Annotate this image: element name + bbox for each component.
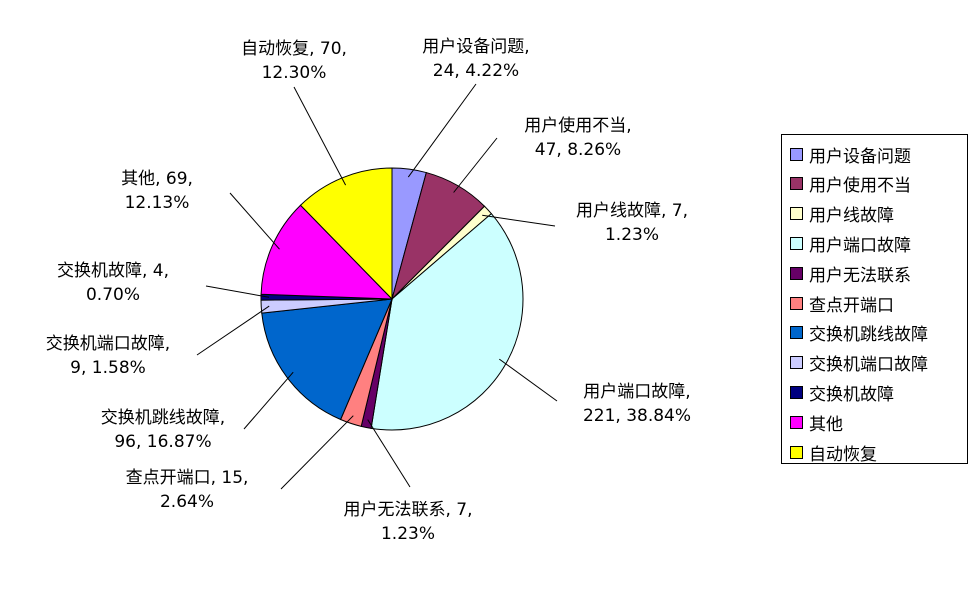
- slice-label-line1: 交换机跳线故障,: [101, 408, 225, 428]
- legend-label: 用户设备问题: [809, 146, 911, 167]
- legend-label: 交换机跳线故障: [809, 325, 928, 346]
- slice-label-line2: 24, 4.22%: [433, 61, 519, 81]
- pie-slices: [260, 167, 524, 431]
- slice-label-line2: 47, 8.26%: [535, 140, 621, 160]
- legend-item: 用户设备问题: [790, 139, 911, 169]
- slice-label-line2: 1.23%: [381, 524, 435, 544]
- slice-label-line2: 1.23%: [605, 225, 659, 245]
- pie-slice: [261, 298, 393, 421]
- leader-line: [205, 285, 270, 298]
- pie-slice: [370, 212, 524, 431]
- slice-label-line1: 用户无法联系, 7,: [343, 500, 472, 520]
- slice-label-line1: 用户端口故障,: [583, 382, 690, 402]
- slice-label-line1: 查点开端口, 15,: [126, 468, 249, 488]
- slice-label-line1: 用户设备问题,: [422, 37, 529, 57]
- legend-item: 用户使用不当: [790, 169, 911, 199]
- slice-labels: 用户设备问题, 24, 4.22% 用户使用不当, 47, 8.26% 用户线故障, 7…: [46, 37, 691, 544]
- slice-label-line1: 交换机故障, 4,: [57, 261, 169, 281]
- slice-label-line2: 96, 16.87%: [114, 432, 211, 452]
- legend-swatch: [790, 385, 803, 399]
- legend-swatch: [790, 266, 803, 280]
- legend-item: 交换机跳线故障: [790, 318, 928, 348]
- slice-label-line1: 交换机端口故障,: [46, 334, 170, 354]
- legend-swatch: [790, 177, 803, 191]
- legend-item: 其他: [790, 407, 843, 437]
- leader-line: [280, 415, 354, 490]
- leader-line: [407, 83, 477, 178]
- slice-label-line1: 用户线故障, 7,: [576, 201, 688, 221]
- legend-item: 用户端口故障: [790, 228, 911, 258]
- legend-item: 查点开端口: [790, 288, 894, 318]
- legend-swatch: [790, 356, 803, 370]
- slice-label-line2: 9, 1.58%: [70, 358, 146, 378]
- slice-label-line1: 其他, 69,: [121, 169, 193, 189]
- legend-item: 自动恢复: [790, 437, 877, 467]
- leader-line: [453, 137, 498, 193]
- leader-line: [367, 419, 411, 488]
- legend-label: 自动恢复: [809, 444, 877, 465]
- legend-label: 交换机端口故障: [809, 355, 928, 376]
- legend-swatch: [790, 326, 803, 340]
- leader-lines: [196, 83, 558, 490]
- legend-label: 交换机故障: [809, 384, 894, 405]
- slice-label-line2: 0.70%: [86, 285, 140, 305]
- legend-item: 用户无法联系: [790, 258, 911, 288]
- legend-item: 交换机端口故障: [790, 348, 928, 378]
- slice-label-line2: 2.64%: [160, 492, 214, 512]
- slice-label-line2: 12.13%: [125, 193, 190, 213]
- legend-swatch: [790, 147, 803, 161]
- slice-label-line2: 12.30%: [262, 63, 327, 83]
- legend-swatch: [790, 207, 803, 221]
- legend-label: 用户端口故障: [809, 235, 911, 256]
- legend-swatch: [790, 236, 803, 250]
- legend-label: 其他: [809, 414, 843, 435]
- leader-line: [229, 192, 280, 250]
- pie-slice: [260, 204, 394, 300]
- leader-line: [196, 305, 270, 356]
- legend-item: 用户线故障: [790, 199, 894, 229]
- slice-label-line2: 221, 38.84%: [583, 406, 691, 426]
- legend-item: 交换机故障: [790, 377, 894, 407]
- slice-label-line1: 自动恢复, 70,: [241, 39, 347, 59]
- legend-swatch: [790, 445, 803, 459]
- legend-swatch: [790, 296, 803, 310]
- leader-line: [482, 214, 556, 227]
- legend-label: 用户无法联系: [809, 265, 911, 286]
- legend-label: 用户线故障: [809, 206, 894, 227]
- legend-label: 查点开端口: [809, 295, 894, 316]
- slice-label-line1: 用户使用不当,: [524, 115, 631, 136]
- legend-label: 用户使用不当: [809, 176, 911, 197]
- chart-legend: 用户设备问题 用户使用不当 用户线故障用户端口故障 用户无法联系 查点开端口交换机跳线故…: [781, 134, 968, 467]
- leader-line: [293, 86, 347, 186]
- leader-line: [499, 358, 558, 402]
- pie-slice: [299, 167, 393, 301]
- legend-swatch: [790, 415, 803, 429]
- leader-line: [243, 371, 294, 430]
